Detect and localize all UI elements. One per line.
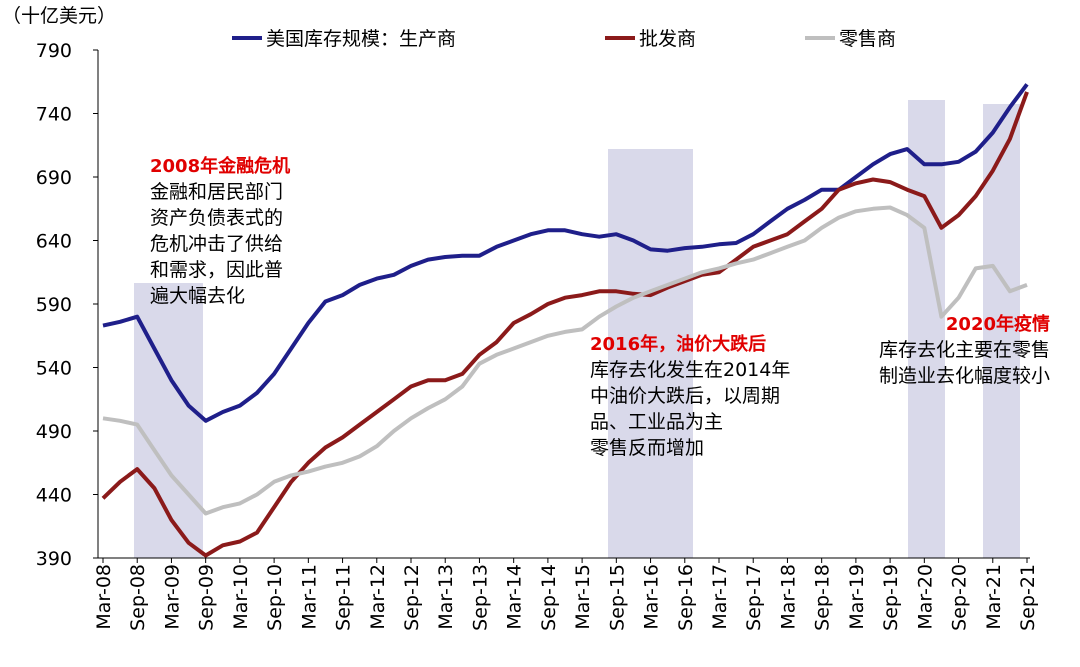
x-tick-label: Sep-12 bbox=[401, 564, 423, 631]
x-tick-label: Mar-10 bbox=[230, 564, 252, 630]
legend-label: 零售商 bbox=[839, 28, 896, 50]
annotation-text: 中油价大跌后，以周期 bbox=[590, 385, 780, 407]
x-tick-label: Sep-13 bbox=[469, 564, 491, 631]
series-line bbox=[102, 205, 1028, 516]
shade bbox=[608, 149, 693, 558]
x-tick-label: Sep-14 bbox=[538, 564, 560, 631]
x-tick-label: Sep-10 bbox=[264, 564, 286, 631]
y-tick-label: 690 bbox=[36, 167, 72, 189]
annotation-title: 2020年疫情 bbox=[946, 313, 1050, 335]
x-tick-label: Sep-08 bbox=[127, 564, 149, 631]
annotation-text: 金融和居民部门 bbox=[150, 181, 283, 203]
y-tick-label: 590 bbox=[36, 294, 72, 316]
annotation-text: 资产负债表式的 bbox=[150, 207, 283, 229]
annotation: 2008年金融危机 金融和居民部门 资产负债表式的 危机冲击了供给 和需求，因此… bbox=[150, 155, 1050, 459]
y-tick-label: 790 bbox=[36, 40, 72, 62]
shade bbox=[908, 100, 945, 558]
x-tick-label: Sep-21 bbox=[1017, 564, 1039, 631]
annotation-text: 品、工业品为主 bbox=[590, 411, 723, 433]
y-tick-label: 440 bbox=[36, 485, 72, 507]
x-tick-label: Sep-16 bbox=[675, 564, 697, 631]
y-tick-label: 490 bbox=[36, 421, 72, 443]
y-tick-label: 640 bbox=[36, 231, 72, 253]
x-tick-label: Sep-17 bbox=[743, 564, 765, 631]
y-unit: （十亿美元） bbox=[2, 5, 116, 27]
x-tick-label: Mar-11 bbox=[298, 564, 320, 630]
legend-label: 批发商 bbox=[639, 28, 696, 50]
x-tick-label: Mar-15 bbox=[572, 564, 594, 630]
y-tick-label: 540 bbox=[36, 358, 72, 380]
x-tick-label: Sep-19 bbox=[880, 564, 902, 631]
x-tick-label: Mar-13 bbox=[435, 564, 457, 630]
annotation-text: 库存去化主要在零售 bbox=[879, 339, 1050, 361]
x-tick-label: Mar-09 bbox=[161, 564, 183, 630]
y-tick-label: 390 bbox=[36, 548, 72, 570]
annotation-title: 2016年，油价大跌后 bbox=[590, 333, 766, 355]
x-tick-label: Sep-18 bbox=[812, 564, 834, 631]
x-tick-label: Mar-18 bbox=[777, 564, 799, 630]
annotation-text: 和需求，因此普 bbox=[150, 259, 283, 281]
x-tick-label: Mar-20 bbox=[914, 564, 936, 630]
shaded-periods bbox=[134, 100, 1020, 558]
x-tick-label: Mar-12 bbox=[367, 564, 389, 630]
series-line bbox=[101, 91, 1029, 558]
annotation-text: 危机冲击了供给 bbox=[150, 233, 283, 255]
x-tick-label: Mar-19 bbox=[846, 564, 868, 630]
annotation-text: 遍大幅去化 bbox=[150, 285, 245, 307]
x-tick-label: Mar-14 bbox=[504, 564, 526, 630]
x-tick-label: Mar-17 bbox=[709, 564, 731, 630]
annotation-text: 库存去化发生在2014年 bbox=[590, 359, 790, 381]
x-tick-label: Mar-21 bbox=[983, 564, 1005, 630]
x-tick-label: Sep-15 bbox=[606, 564, 628, 631]
annotation-title: 2008年金融危机 bbox=[150, 155, 290, 177]
x-tick-label: Sep-11 bbox=[333, 564, 355, 631]
x-tick-label: Sep-20 bbox=[949, 564, 971, 631]
x-tick-label: Mar-16 bbox=[641, 564, 663, 630]
annotation-text: 零售反而增加 bbox=[590, 437, 704, 459]
series-line bbox=[102, 83, 1029, 423]
legend-label: 美国库存规模：生产商 bbox=[266, 28, 456, 50]
x-tick-label: Mar-08 bbox=[93, 564, 115, 630]
x-tick-label: Sep-09 bbox=[196, 564, 218, 631]
y-tick-label: 740 bbox=[36, 104, 72, 126]
annotation-text: 制造业去化幅度较小 bbox=[879, 365, 1050, 387]
